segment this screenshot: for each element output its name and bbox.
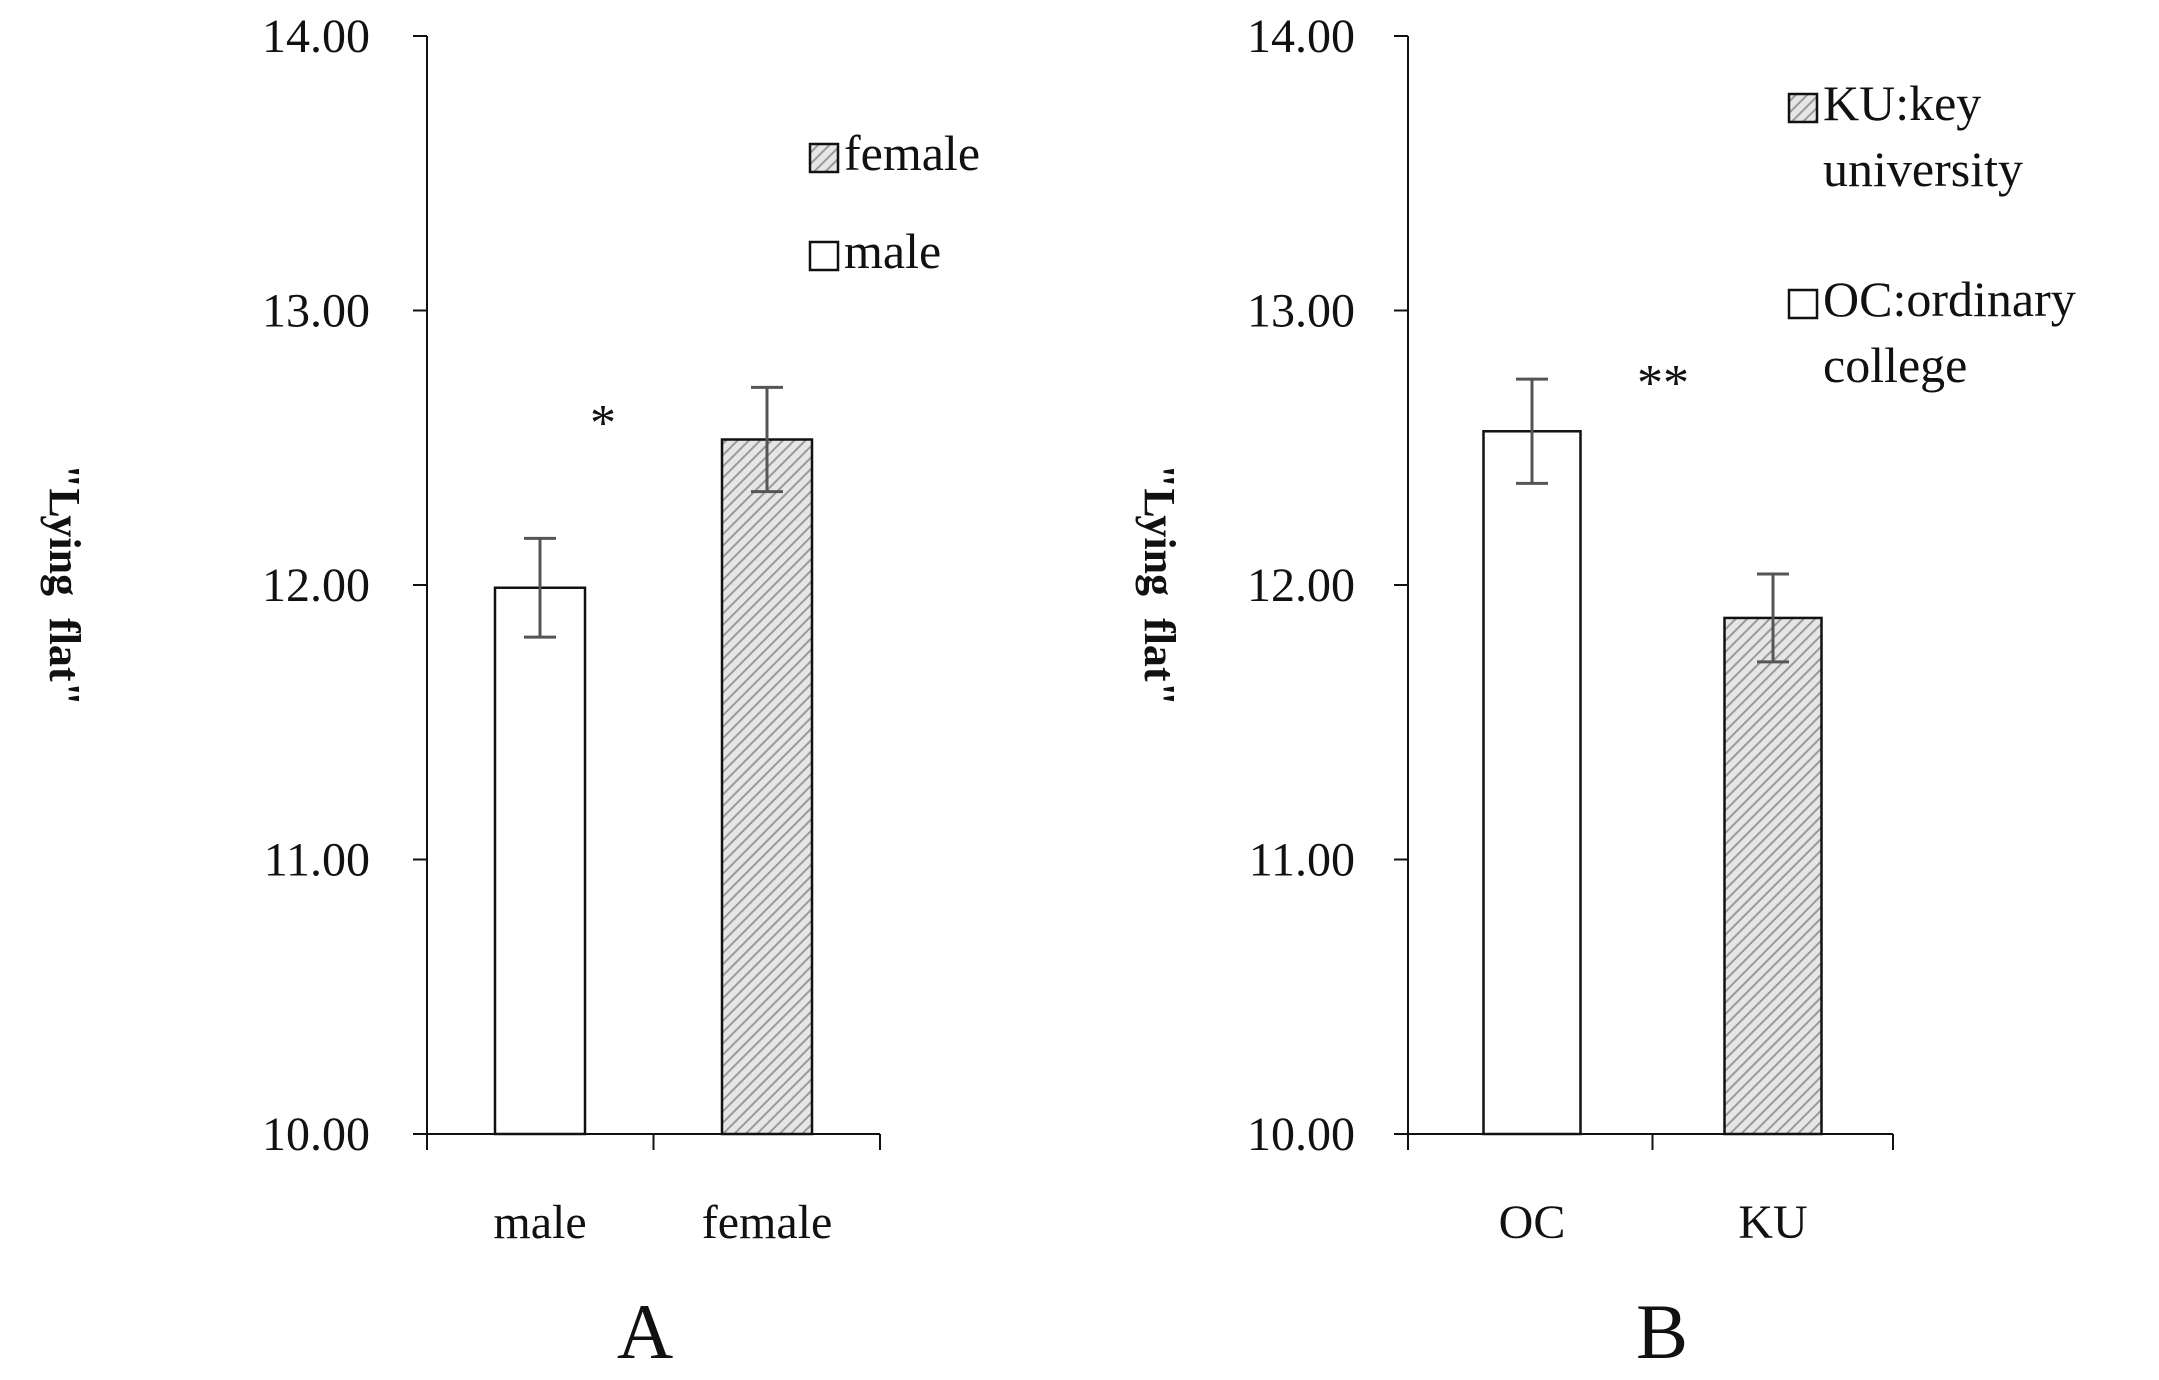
x-category-label: male — [493, 1196, 586, 1249]
error-bar-female — [751, 385, 783, 494]
legend-label: college — [1823, 337, 1967, 393]
legend-entry: female — [808, 125, 980, 181]
legend-label: university — [1823, 141, 2023, 197]
bar-female — [720, 438, 814, 1136]
y-axis-title-a: "Lying flat" — [40, 464, 89, 706]
x-category-label: OC — [1499, 1196, 1566, 1249]
legend-b: KU:key university OC:ordinary college — [1787, 75, 2076, 393]
legend-entry: male — [808, 223, 941, 279]
significance-marker-a: * — [590, 395, 616, 452]
y-tick-label-a: 10.00 — [262, 1108, 370, 1161]
error-bar-ku — [1757, 572, 1789, 664]
y-tick-label-b: 14.00 — [1247, 10, 1355, 63]
panel-label-a: A — [617, 1288, 673, 1375]
legend-swatch — [808, 240, 840, 272]
legend-label: female — [844, 125, 980, 181]
y-tick-label-a: 12.00 — [262, 559, 370, 612]
x-category-label: female — [702, 1196, 833, 1249]
y-axis-title-b: "Lying flat" — [1135, 464, 1184, 706]
bar-ku — [1723, 616, 1823, 1136]
y-tick-label-b: 10.00 — [1247, 1108, 1355, 1161]
chart-panel-a: 10.00 11.00 12.00 13.00 14.00 male female * "Lyi… — [40, 10, 980, 1375]
error-bar-oc — [1516, 377, 1548, 485]
legend-entry: KU:key university — [1787, 75, 2023, 197]
y-tick-label-b: 11.00 — [1249, 834, 1355, 887]
legend-swatch — [1787, 288, 1819, 320]
y-tick-label-a: 13.00 — [262, 285, 370, 338]
bar-male — [493, 586, 587, 1136]
chart-panel-b: 10.00 11.00 12.00 13.00 14.00 OC KU ** "Lying fl… — [1135, 10, 2076, 1375]
y-tick-label-b: 12.00 — [1247, 559, 1355, 612]
error-bar-male — [524, 536, 556, 639]
legend-swatch — [1787, 92, 1819, 124]
legend-a: female male — [808, 125, 980, 279]
y-tick-label-b: 13.00 — [1247, 285, 1355, 338]
y-tick-label-a: 14.00 — [262, 10, 370, 63]
legend-label: OC:ordinary — [1823, 271, 2076, 327]
legend-entry: OC:ordinary college — [1787, 271, 2076, 393]
bar-oc — [1482, 430, 1582, 1136]
legend-label: male — [844, 223, 941, 279]
legend-swatch — [808, 142, 840, 174]
legend-label: KU:key — [1823, 75, 1981, 131]
significance-marker-b: ** — [1637, 355, 1689, 412]
x-category-label: KU — [1738, 1196, 1807, 1249]
panel-label-b: B — [1636, 1288, 1688, 1375]
y-tick-label-a: 11.00 — [264, 834, 370, 887]
